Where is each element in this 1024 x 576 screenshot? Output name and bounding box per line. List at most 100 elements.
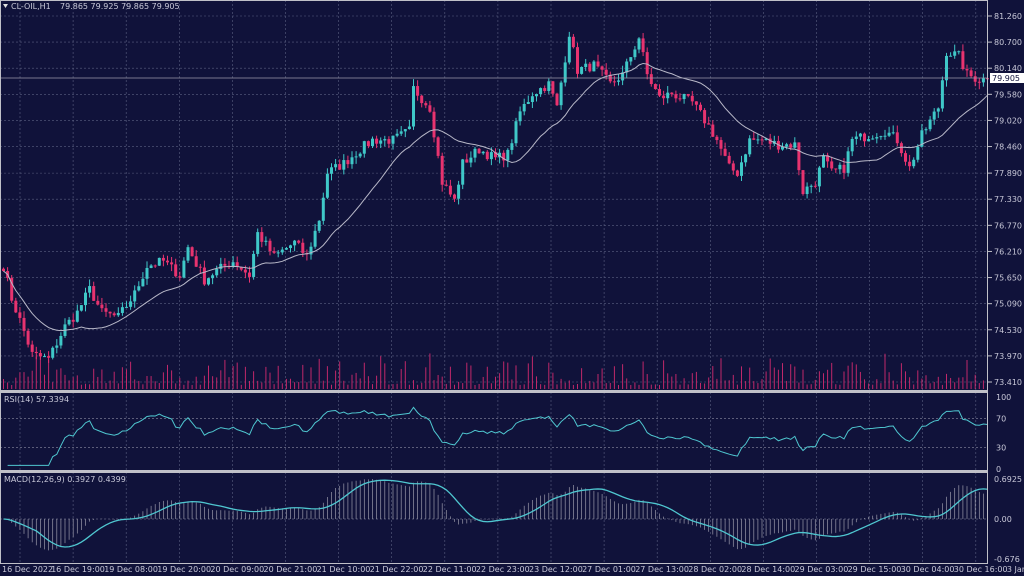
candle-body <box>920 130 924 147</box>
candle-body <box>871 138 875 140</box>
candle-body <box>330 167 333 174</box>
candle-body <box>407 126 411 130</box>
candle-body <box>797 142 801 171</box>
candle-body <box>276 252 280 254</box>
x-tick-label: 21 Dec 10:00 <box>317 565 371 574</box>
y-tick-label: 75.090 <box>994 300 1022 309</box>
candle-body <box>116 312 120 316</box>
candle-body <box>928 119 932 130</box>
x-tick-label: 16 Dec 2022 <box>2 565 53 574</box>
candle-body <box>822 155 825 168</box>
pane-separator[interactable] <box>0 390 988 393</box>
x-tick-label: 29 Dec 15:00 <box>848 565 902 574</box>
candle-body <box>22 317 26 331</box>
candle-body <box>153 265 157 267</box>
candle-body <box>252 253 256 277</box>
candle-body <box>949 55 953 57</box>
volume-bars <box>3 353 988 389</box>
candle-body <box>867 139 871 142</box>
candle-body <box>612 81 616 83</box>
candle-body <box>641 38 645 53</box>
candle-body <box>633 49 637 58</box>
candle-body <box>875 137 879 139</box>
candle-body <box>67 319 71 325</box>
candle-body <box>125 306 128 308</box>
x-tick-label: 3 Jan 05:00 <box>1007 565 1024 574</box>
candle-body <box>805 186 809 195</box>
candle-body <box>112 313 116 316</box>
candle-body <box>809 185 813 187</box>
rsi-tick-label: 70 <box>996 415 1006 424</box>
candle-body <box>850 138 854 152</box>
candle-body <box>916 146 920 160</box>
axes: 81.260 80.700 80.140 79.580 79.020 78.460 77.8… <box>2 12 1024 574</box>
x-tick-label: 28 Dec 02:00 <box>688 565 742 574</box>
candle-body <box>403 129 407 132</box>
candle-body <box>551 81 555 94</box>
ohlc-values: 79.865 79.925 79.865 79.905 <box>60 2 180 11</box>
candle-body <box>481 151 485 154</box>
candle-body <box>899 143 903 154</box>
candle-body <box>350 157 354 165</box>
candle-body <box>18 312 22 318</box>
candle-body <box>522 103 526 112</box>
candle-body <box>879 136 883 138</box>
candle-body <box>96 300 100 305</box>
candle-body <box>194 256 198 267</box>
candle-body <box>358 153 362 157</box>
candle-body <box>658 89 661 96</box>
candle-body <box>666 92 670 99</box>
candle-body <box>670 92 674 95</box>
candle-body <box>735 170 739 176</box>
x-tick-label: 27 Dec 01:00 <box>582 565 636 574</box>
candle-body <box>506 149 510 161</box>
candle-body <box>444 184 448 186</box>
candle-body <box>223 263 227 266</box>
candle-body <box>567 36 571 63</box>
candle-body <box>457 184 461 199</box>
y-tick-label: 73.970 <box>994 352 1022 361</box>
candle-body <box>838 164 842 170</box>
candle-body <box>71 319 75 322</box>
candle-body <box>432 111 436 138</box>
candle-body <box>904 153 907 162</box>
candle-body <box>272 251 276 253</box>
rsi-tick-label: 30 <box>996 443 1006 452</box>
candle-body <box>662 95 666 99</box>
moving-average-line <box>3 62 988 332</box>
candle-body <box>703 110 707 124</box>
x-tick-label: 28 Dec 14:00 <box>741 565 795 574</box>
candle-body <box>317 220 321 231</box>
candle-body <box>571 36 575 48</box>
candle-body <box>178 276 182 278</box>
candle-body <box>740 162 743 176</box>
grid-lines <box>0 0 988 564</box>
candle-body <box>239 266 243 270</box>
candle-body <box>145 267 149 279</box>
candle-body <box>354 156 358 158</box>
y-tick-label: 77.890 <box>994 169 1022 178</box>
candle-body <box>768 138 772 144</box>
candle-body <box>399 131 403 134</box>
candle-body <box>453 194 456 199</box>
candle-body <box>604 69 608 75</box>
candle-body <box>157 257 161 266</box>
candle-body <box>584 63 588 67</box>
candle-body <box>47 356 51 358</box>
x-tick-label: 19 Dec 20:00 <box>157 565 211 574</box>
candle-body <box>596 61 600 67</box>
candle-body <box>346 160 350 165</box>
candle-body <box>440 155 444 185</box>
collapse-triangle-icon[interactable] <box>3 4 8 8</box>
candle-body <box>674 94 678 99</box>
pane-separator[interactable] <box>0 470 988 473</box>
x-tick-label: 30 Dec 04:00 <box>901 565 955 574</box>
candle-body <box>547 81 551 91</box>
candle-body <box>59 335 63 346</box>
candle-body <box>149 265 153 268</box>
macd-label: MACD(12,26,9) 0.3927 0.4399 <box>4 475 126 484</box>
candle-body <box>912 159 916 167</box>
candle-body <box>858 133 862 137</box>
candle-body <box>100 304 104 309</box>
